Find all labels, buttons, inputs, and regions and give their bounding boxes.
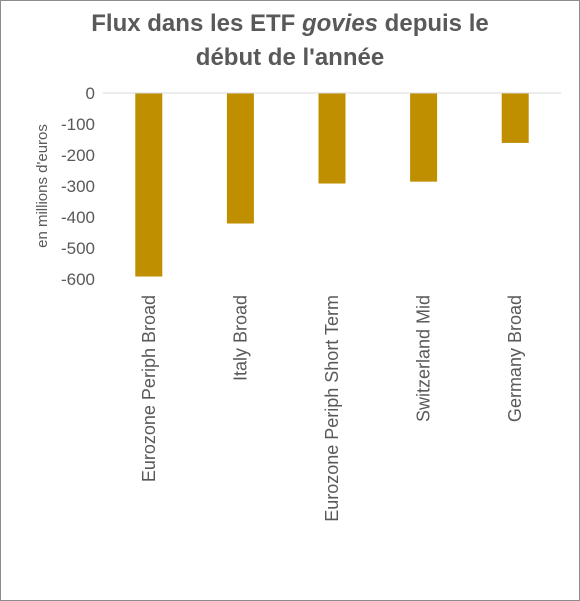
x-category-label: Eurozone Periph Short Term [322, 295, 342, 522]
bar [501, 93, 529, 143]
x-category-label: Italy Broad [230, 295, 250, 381]
bar [318, 93, 346, 184]
y-axis-title: en millions d'euros [34, 124, 51, 248]
chart-title-part: Flux dans les ETF [91, 10, 302, 37]
y-tick-label: -300 [61, 177, 95, 196]
chart-title-part: govies [301, 10, 379, 37]
bar [410, 93, 438, 182]
bar [135, 93, 163, 277]
y-tick-label: -400 [61, 208, 95, 227]
y-tick-label: -100 [61, 115, 95, 134]
chart-title-part: début de l'année [195, 44, 385, 71]
x-category-label: Germany Broad [505, 295, 525, 422]
chart-title: Flux dans les ETF govies depuis le début … [1, 7, 579, 75]
y-tick-label: -500 [61, 239, 95, 258]
y-tick-label: 0 [86, 84, 95, 103]
x-category-label: Eurozone Periph Broad [139, 295, 159, 482]
y-tick-label: -200 [61, 146, 95, 165]
x-category-label: Switzerland Mid [414, 295, 434, 422]
y-tick-label: -600 [61, 270, 95, 289]
chart-title-part: depuis le [378, 10, 489, 37]
bar [226, 93, 254, 224]
